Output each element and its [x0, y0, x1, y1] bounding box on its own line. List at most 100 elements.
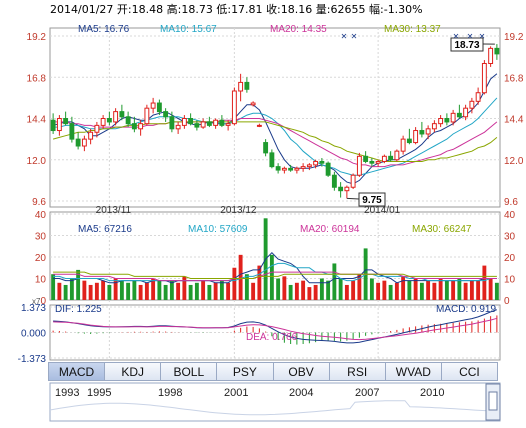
volume-bar[interactable] [432, 282, 437, 300]
volume-bar[interactable] [351, 280, 356, 300]
volume-bar[interactable] [419, 282, 424, 300]
volume-bar[interactable] [282, 276, 287, 300]
volume-bar[interactable] [332, 263, 337, 300]
volume-bar[interactable] [269, 254, 274, 300]
volume-bar[interactable] [101, 280, 106, 300]
candle-body[interactable] [406, 138, 412, 144]
candle-body[interactable] [469, 100, 475, 109]
volume-bar[interactable] [438, 278, 443, 301]
candle-body[interactable] [175, 124, 181, 130]
candle-body[interactable] [413, 130, 419, 144]
volume-bar[interactable] [194, 282, 199, 300]
volume-bar[interactable] [232, 267, 237, 300]
candle-body[interactable] [81, 138, 87, 147]
volume-bar[interactable] [176, 282, 181, 300]
volume-bar[interactable] [407, 280, 412, 300]
volume-bar[interactable] [57, 282, 62, 300]
candle-body[interactable] [306, 164, 312, 168]
candle-body[interactable] [219, 119, 225, 126]
candle-body[interactable] [194, 123, 200, 128]
candle-body[interactable] [381, 155, 387, 162]
volume-bar[interactable] [401, 276, 406, 300]
candle-body[interactable] [431, 123, 437, 130]
volume-bar[interactable] [276, 278, 281, 301]
volume-bar[interactable] [138, 284, 143, 300]
candle-body[interactable] [256, 124, 262, 127]
candle-body[interactable] [50, 119, 56, 132]
volume-bar[interactable] [451, 280, 456, 300]
candle-body[interactable] [119, 111, 125, 118]
candle-body[interactable] [56, 118, 62, 132]
candle-body[interactable] [269, 152, 275, 168]
tab-wvad[interactable]: WVAD [385, 362, 442, 381]
candle-body[interactable] [244, 81, 250, 90]
candle-body[interactable] [325, 162, 331, 176]
candle-body[interactable] [463, 107, 469, 118]
volume-bar[interactable] [132, 280, 137, 300]
volume-bar[interactable] [238, 254, 243, 300]
candle-body[interactable] [425, 128, 431, 135]
volume-bar[interactable] [488, 278, 493, 301]
candle-body[interactable] [150, 102, 156, 109]
candle-body[interactable] [331, 174, 337, 188]
volume-bar[interactable] [344, 284, 349, 300]
volume-bar[interactable] [482, 265, 487, 300]
volume-bar[interactable] [394, 282, 399, 300]
candle-body[interactable] [106, 118, 112, 123]
candle-body[interactable] [75, 138, 81, 147]
volume-bar[interactable] [338, 278, 343, 301]
volume-bar[interactable] [163, 284, 168, 300]
volume-bar[interactable] [476, 280, 481, 300]
volume-bar[interactable] [244, 274, 249, 300]
tab-cci[interactable]: CCI [441, 362, 498, 381]
volume-bar[interactable] [63, 284, 68, 300]
candle-body[interactable] [250, 102, 256, 106]
volume-bar[interactable] [382, 280, 387, 300]
candle-body[interactable] [319, 160, 325, 164]
candle-body[interactable] [444, 118, 450, 123]
volume-bar[interactable] [113, 278, 118, 301]
candle-body[interactable] [294, 167, 300, 171]
candle-body[interactable] [350, 174, 356, 188]
volume-bar[interactable] [257, 265, 262, 300]
volume-bar[interactable] [107, 284, 112, 300]
volume-bar[interactable] [326, 280, 331, 300]
volume-bar[interactable] [219, 280, 224, 300]
candle-body[interactable] [438, 118, 444, 125]
tab-obv[interactable]: OBV [273, 362, 330, 381]
volume-bar[interactable] [251, 282, 256, 300]
candle-body[interactable] [88, 131, 94, 140]
volume-bar[interactable] [388, 284, 393, 300]
candle-body[interactable] [238, 81, 244, 92]
candle-body[interactable] [100, 118, 106, 126]
volume-bar[interactable] [357, 274, 362, 300]
volume-bar[interactable] [444, 280, 449, 300]
volume-bar[interactable] [69, 278, 74, 301]
candle-body[interactable] [388, 155, 394, 161]
candle-body[interactable] [63, 118, 69, 125]
candle-body[interactable] [163, 111, 169, 118]
volume-bar[interactable] [319, 278, 324, 301]
candle-body[interactable] [138, 123, 144, 130]
volume-bar[interactable] [207, 284, 212, 300]
volume-bar[interactable] [94, 282, 99, 300]
candle-body[interactable] [69, 123, 75, 140]
candle-body[interactable] [200, 121, 206, 128]
candle-body[interactable] [450, 112, 456, 123]
volume-bar[interactable] [157, 280, 162, 300]
candle-body[interactable] [369, 160, 375, 164]
candle-body[interactable] [169, 116, 175, 130]
tab-boll[interactable]: BOLL [161, 362, 218, 381]
volume-bar[interactable] [119, 280, 124, 300]
volume-bar[interactable] [426, 280, 431, 300]
volume-bar[interactable] [88, 284, 93, 300]
volume-bar[interactable] [494, 282, 499, 300]
volume-bar[interactable] [151, 278, 156, 301]
tab-psy[interactable]: PSY [217, 362, 274, 381]
tab-macd[interactable]: MACD [48, 362, 106, 381]
candle-body[interactable] [419, 130, 425, 135]
candle-body[interactable] [144, 107, 150, 125]
candle-body[interactable] [181, 118, 187, 126]
volume-bar[interactable] [376, 282, 381, 300]
candle-body[interactable] [281, 167, 287, 171]
